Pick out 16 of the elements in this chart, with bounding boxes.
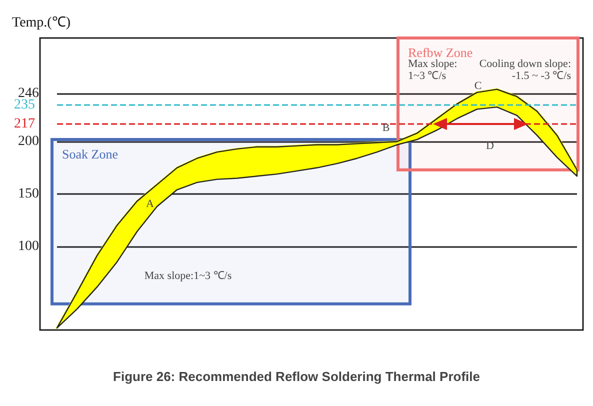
annotation: Max slope:1~3 ℃/s xyxy=(144,270,232,282)
band-label: Soak Zone xyxy=(62,146,118,162)
annotation: B xyxy=(382,122,390,134)
annotation: D xyxy=(486,140,494,152)
y-tick-label: 200 xyxy=(18,134,39,150)
annotation: C xyxy=(474,80,482,92)
ref-line-label: 235 xyxy=(14,97,35,112)
text: Figure 26: Recommended Reflow Soldering Thermal Profile xyxy=(113,369,480,384)
band-label: Refbw Zone xyxy=(408,45,473,60)
annotation: Max slope: 1~3 ℃/s xyxy=(408,58,458,82)
annotation: Cooling down slope: -1.5 ~ -3 ℃/s xyxy=(479,58,571,82)
y-tick-label: 100 xyxy=(18,238,39,254)
ref-line-label: 217 xyxy=(14,116,35,132)
y-tick-label: 150 xyxy=(18,186,39,202)
y-axis-title: Temp.(℃) xyxy=(12,16,71,30)
annotation: A xyxy=(146,198,154,210)
